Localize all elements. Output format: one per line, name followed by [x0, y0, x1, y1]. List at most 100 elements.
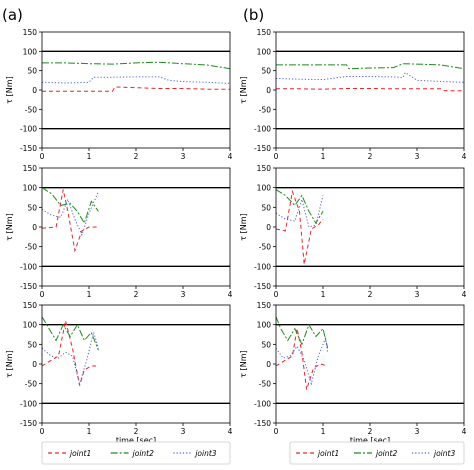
y-tick-label: 150 — [23, 28, 38, 37]
series-line-joint2 — [276, 63, 465, 70]
series-line-joint1 — [41, 189, 99, 253]
plot-b-row-2: -150 -100 -50 0 50 100 150 0 1 2 3 4 τ [Nm] — [239, 164, 467, 299]
x-tick-label: 1 — [87, 152, 92, 161]
y-axis-label: τ [Nm] — [239, 76, 248, 103]
y-tick-label: 150 — [257, 28, 272, 37]
x-tick-label: 3 — [181, 427, 186, 436]
y-tick-label: 100 — [23, 184, 38, 193]
series-line-joint3 — [41, 191, 99, 237]
x-axis-label: time [sec] — [350, 436, 390, 445]
legend-label-joint3: joint3 — [433, 449, 455, 458]
x-tick-label: 4 — [462, 152, 467, 161]
y-tick-label: 100 — [257, 321, 272, 330]
series-line-joint1 — [275, 189, 324, 265]
legends-layer: joint1 joint2 joint3 joint1 joint2 joint3 — [41, 441, 465, 465]
series-line-joint3 — [41, 76, 231, 84]
y-tick-label: -150 — [254, 282, 271, 291]
x-tick-label: 0 — [274, 290, 279, 299]
y-tick-label: 100 — [23, 47, 38, 56]
series-line-joint3 — [41, 330, 99, 386]
y-tick-label: -50 — [259, 380, 271, 389]
x-tick-label: 0 — [40, 427, 45, 436]
y-tick-label: -100 — [254, 125, 271, 134]
y-tick-label: 0 — [266, 86, 271, 95]
x-tick-label: 4 — [228, 152, 233, 161]
panel-label-a: (a) — [2, 6, 23, 24]
series-line-joint3 — [275, 336, 329, 386]
plot-b-row-3: -150 -100 -50 0 50 100 150 0 1 2 3 4 τ [Nm] time [sec… — [239, 301, 467, 445]
y-tick-label: 50 — [261, 340, 271, 349]
plot-a-row-2: -150 -100 -50 0 50 100 150 0 1 2 3 4 τ [Nm] — [5, 164, 233, 299]
x-tick-label: 2 — [134, 427, 139, 436]
y-tick-label: -50 — [259, 105, 271, 114]
x-tick-label: 2 — [134, 290, 139, 299]
x-tick-label: 2 — [368, 152, 373, 161]
y-tick-label: 50 — [261, 67, 271, 76]
y-tick-label: -150 — [254, 144, 271, 153]
y-tick-label: 150 — [257, 164, 272, 173]
legend-b: joint1 joint2 joint3 — [289, 441, 465, 465]
y-tick-label: -100 — [20, 125, 37, 134]
y-tick-label: 50 — [261, 203, 271, 212]
plot-b-row-1: -150 -100 -50 0 50 100 150 0 1 2 3 4 τ [Nm] — [239, 28, 467, 161]
y-tick-label: -100 — [254, 399, 271, 408]
y-tick-label: 100 — [23, 321, 38, 330]
panel-label-b: (b) — [243, 6, 264, 24]
y-tick-label: -50 — [25, 105, 37, 114]
y-axis-label: τ [Nm] — [5, 76, 14, 103]
y-tick-label: 150 — [257, 301, 272, 310]
series-line-joint1 — [276, 88, 464, 92]
y-tick-label: 0 — [32, 223, 37, 232]
x-tick-label: 3 — [181, 152, 186, 161]
x-axis-label: time [sec] — [116, 436, 156, 445]
x-tick-label: 3 — [415, 152, 420, 161]
x-tick-label: 3 — [415, 290, 420, 299]
x-tick-label: 1 — [321, 427, 326, 436]
x-tick-label: 2 — [368, 427, 373, 436]
y-tick-label: -150 — [254, 419, 271, 428]
legend-label-joint1: joint1 — [69, 449, 91, 458]
legend-box — [41, 441, 231, 465]
x-tick-label: 3 — [181, 290, 186, 299]
y-tick-label: -50 — [259, 243, 271, 252]
y-tick-label: -50 — [25, 380, 37, 389]
legend-label-joint2: joint2 — [132, 449, 154, 458]
y-tick-label: 50 — [27, 203, 37, 212]
y-tick-label: -100 — [20, 399, 37, 408]
series-line-joint2 — [42, 61, 231, 70]
y-tick-label: -150 — [20, 419, 37, 428]
y-tick-label: 0 — [266, 223, 271, 232]
legend-a: joint1 joint2 joint3 — [41, 441, 231, 465]
y-axis-label: τ [Nm] — [239, 350, 248, 377]
x-tick-label: 0 — [274, 427, 279, 436]
x-tick-label: 2 — [134, 152, 139, 161]
x-tick-label: 2 — [368, 290, 373, 299]
y-tick-label: -50 — [25, 243, 37, 252]
x-tick-label: 4 — [228, 427, 233, 436]
y-tick-label: 0 — [266, 360, 271, 369]
x-tick-label: 0 — [40, 290, 45, 299]
series-line-joint1 — [41, 320, 99, 386]
series-line-joint3 — [275, 71, 465, 83]
y-tick-label: -150 — [20, 282, 37, 291]
y-tick-label: -100 — [254, 262, 271, 271]
x-tick-label: 1 — [87, 290, 92, 299]
y-tick-label: 0 — [32, 360, 37, 369]
series-line-joint1 — [42, 86, 230, 92]
y-tick-label: 0 — [32, 86, 37, 95]
x-tick-label: 0 — [274, 152, 279, 161]
x-tick-label: 1 — [321, 290, 326, 299]
legend-label-joint3: joint3 — [194, 449, 216, 458]
y-tick-label: 100 — [257, 47, 272, 56]
x-tick-label: 1 — [87, 427, 92, 436]
series-line-joint2 — [41, 187, 99, 225]
y-tick-label: -100 — [20, 262, 37, 271]
y-tick-label: 100 — [257, 184, 272, 193]
y-axis-label: τ [Nm] — [5, 213, 14, 240]
legend-box — [289, 441, 465, 465]
legend-label-joint2: joint2 — [375, 449, 397, 458]
x-tick-label: 4 — [462, 290, 467, 299]
plot-a-row-1: -150 -100 -50 0 50 100 150 0 1 2 3 4 τ [Nm] — [5, 28, 233, 161]
